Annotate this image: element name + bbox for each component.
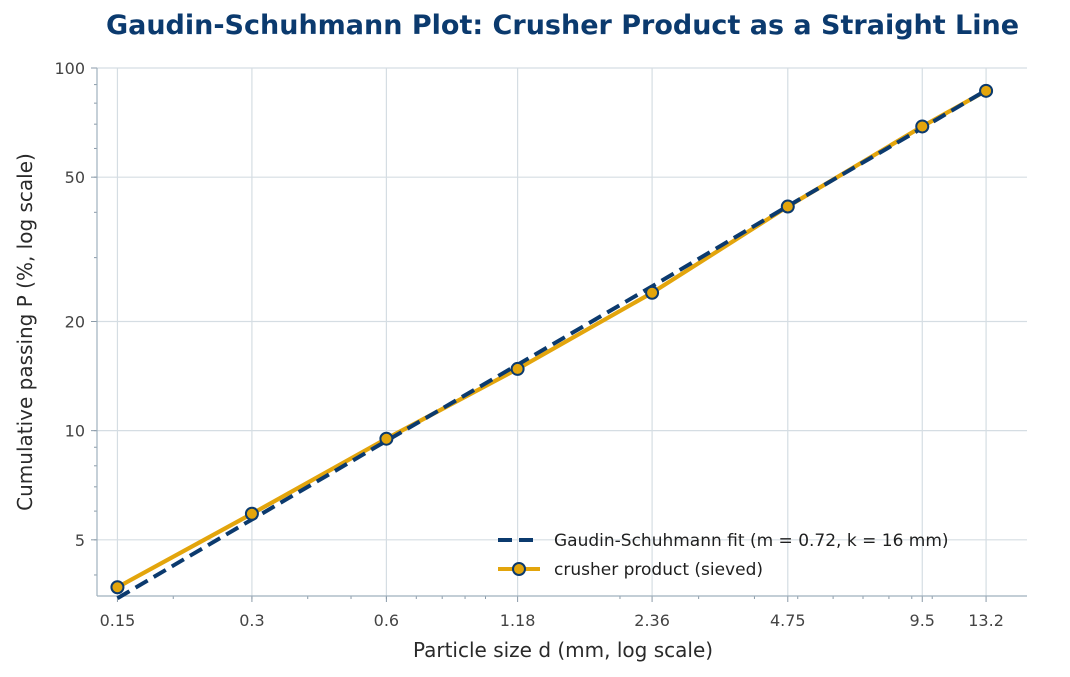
y-tick-label: 5 bbox=[75, 531, 85, 550]
x-tick-label: 0.15 bbox=[100, 611, 136, 630]
axes-layer bbox=[91, 67, 1027, 602]
crusher-product-point bbox=[915, 119, 930, 134]
x-tick-label: 9.5 bbox=[910, 611, 935, 630]
x-tick-label: 4.75 bbox=[770, 611, 806, 630]
x-tick-label: 2.36 bbox=[634, 611, 670, 630]
crusher-product-point bbox=[379, 431, 394, 446]
crusher-product-point bbox=[244, 506, 259, 521]
x-axis-label: Particle size d (mm, log scale) bbox=[413, 638, 713, 662]
x-tick-label: 13.2 bbox=[968, 611, 1004, 630]
gaudin-schuhmann-fit-line bbox=[116, 88, 988, 600]
y-tick-label: 20 bbox=[65, 312, 85, 331]
legend-fit-label: Gaudin-Schuhmann fit (m = 0.72, k = 16 m… bbox=[554, 531, 949, 551]
y-tick-label: 100 bbox=[54, 59, 85, 78]
series-layer bbox=[110, 83, 994, 600]
legend: Gaudin-Schuhmann fit (m = 0.72, k = 16 m… bbox=[498, 531, 949, 580]
legend-product-marker bbox=[512, 562, 526, 576]
crusher-product-point bbox=[780, 199, 795, 214]
y-tick-label: 10 bbox=[65, 422, 85, 441]
chart-title: Gaudin-Schuhmann Plot: Crusher Product a… bbox=[105, 10, 1020, 41]
crusher-product-point bbox=[110, 580, 125, 595]
grid-layer bbox=[97, 67, 1027, 596]
x-tick-label: 0.3 bbox=[239, 611, 264, 630]
legend-product-label: crusher product (sieved) bbox=[554, 560, 763, 580]
x-tick-label: 1.18 bbox=[500, 611, 536, 630]
y-axis-label: Cumulative passing P (%, log scale) bbox=[13, 153, 37, 511]
tick-labels: 0.15 0.3 0.6 1.18 2.36 4.75 9.5 13.2 5 10 20 50 100 bbox=[54, 59, 1003, 630]
x-tick-label: 0.6 bbox=[374, 611, 399, 630]
crusher-product-point bbox=[979, 83, 994, 98]
crusher-product-point bbox=[645, 285, 660, 300]
crusher-product-point bbox=[510, 361, 525, 376]
y-tick-label: 50 bbox=[65, 168, 85, 187]
